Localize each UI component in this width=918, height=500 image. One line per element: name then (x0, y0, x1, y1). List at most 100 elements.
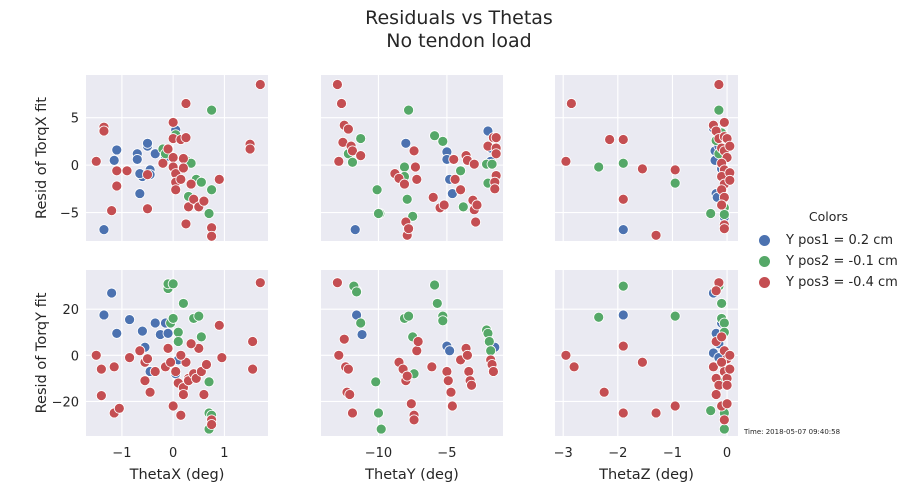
point-pos3-r0c1 (470, 216, 482, 228)
point-pos3-r0c1 (347, 145, 358, 157)
point-pos3-r1c0 (90, 349, 102, 361)
point-pos3-r1c0 (124, 352, 135, 364)
legend-label-pos2: Y pos2 = -0.1 cm (786, 254, 898, 269)
point-pos3-r1c0 (144, 386, 156, 398)
point-pos3-r0c0 (180, 98, 192, 109)
point-pos3-r1c2 (669, 400, 681, 412)
point-pos2-r1c1 (485, 345, 497, 357)
point-pos3-r1c0 (165, 356, 176, 368)
point-pos2-r1c0 (195, 331, 207, 343)
point-pos3-r1c0 (247, 336, 259, 347)
point-pos3-r0c1 (489, 183, 501, 195)
legend-title: Colors (808, 209, 849, 224)
point-pos1-r1c0 (149, 317, 161, 329)
point-pos2-r1c1 (373, 407, 384, 419)
point-pos1-r1c0 (162, 328, 174, 339)
point-pos2-r1c0 (167, 278, 179, 290)
point-pos3-r1c0 (185, 338, 197, 350)
point-pos3-r0c0 (244, 143, 256, 155)
point-pos3-r0c0 (162, 143, 174, 155)
point-pos3-r1c0 (134, 345, 146, 357)
point-pos3-r0c0 (180, 218, 192, 230)
point-pos1-r0c0 (108, 154, 120, 166)
point-pos3-r0c1 (490, 148, 502, 160)
chart-title: Residuals vs Thetas (365, 7, 553, 29)
point-pos3-r1c2 (724, 349, 736, 361)
point-pos2-r0c1 (437, 135, 449, 147)
point-pos3-r1c0 (142, 353, 153, 365)
xtick-label-r1c0: 1 (220, 446, 228, 461)
point-pos3-r0c0 (167, 152, 179, 163)
point-pos3-r0c0 (188, 193, 200, 205)
point-pos3-r1c0 (139, 375, 151, 387)
legend-label-pos1: Y pos1 = 0.2 cm (786, 233, 894, 248)
point-pos2-r0c1 (347, 156, 358, 168)
point-pos3-r0c0 (178, 162, 189, 174)
point-pos2-r0c1 (457, 201, 469, 213)
point-pos1-r0c0 (134, 188, 146, 199)
point-pos2-r0c0 (185, 157, 197, 169)
point-pos2-r0c2 (718, 209, 730, 220)
point-pos1-r0c0 (111, 144, 123, 156)
point-pos3-r1c1 (332, 277, 343, 289)
point-pos2-r1c1 (437, 315, 449, 327)
ytick-label-r1c0: 0 (71, 349, 79, 364)
point-pos3-r0c1 (410, 161, 421, 173)
point-pos3-r0c1 (449, 173, 461, 185)
ytick-label-r0c0: 5 (71, 112, 79, 127)
point-pos3-r0c0 (111, 165, 123, 177)
point-pos3-r1c1 (463, 366, 475, 377)
y-axis-label-r1c0: Resid of TorqY fit (34, 292, 50, 413)
point-pos3-r1c1 (488, 366, 499, 377)
point-pos3-r1c1 (445, 386, 457, 398)
ytick-label-r0c0: −5 (60, 207, 79, 222)
point-pos2-r1c2 (669, 310, 681, 322)
point-pos3-r0c2 (637, 163, 648, 175)
xtick-label-r1c0: 0 (169, 446, 177, 461)
point-pos3-r1c2 (716, 331, 728, 343)
point-pos3-r1c2 (721, 398, 733, 410)
point-pos3-r1c0 (206, 419, 218, 430)
point-pos3-r0c1 (403, 223, 414, 235)
legend-item-pos2: Y pos2 = -0.1 cm (756, 251, 901, 272)
point-pos2-r0c1 (401, 193, 413, 205)
point-pos3-r0c0 (206, 230, 218, 242)
legend: Colors Y pos1 = 0.2 cm Y pos2 = -0.1 cm … (756, 209, 901, 293)
point-pos3-r1c1 (412, 336, 424, 347)
point-pos3-r0c0 (142, 169, 153, 181)
ytick-label-r1c0: 20 (62, 303, 79, 318)
y-axis-label-r0c0: Resid of TorqX fit (34, 97, 50, 219)
point-pos2-r1c0 (172, 326, 184, 338)
point-pos3-r1c0 (108, 361, 120, 373)
xtick-label-r1c0: −1 (112, 446, 131, 461)
point-pos2-r1c1 (355, 317, 367, 329)
point-pos3-r0c1 (355, 150, 367, 162)
point-pos2-r1c1 (351, 286, 362, 298)
point-pos3-r0c1 (448, 154, 460, 165)
point-pos3-r1c0 (175, 349, 187, 361)
point-pos3-r1c2 (617, 407, 629, 419)
point-pos3-r1c0 (254, 277, 266, 289)
point-pos2-r1c2 (617, 280, 629, 292)
point-pos3-r0c0 (185, 178, 197, 190)
point-pos3-r1c1 (344, 389, 356, 400)
point-pos3-r0c2 (617, 193, 629, 205)
point-pos1-r0c0 (142, 137, 153, 149)
point-pos2-r0c1 (373, 208, 384, 219)
point-pos1-r0c1 (400, 137, 412, 149)
point-pos3-r0c1 (438, 199, 450, 211)
point-pos3-r1c2 (617, 340, 629, 352)
point-pos3-r1c0 (175, 409, 187, 421)
point-pos2-r0c2 (617, 157, 629, 169)
point-pos3-r1c2 (716, 356, 728, 368)
point-pos3-r1c2 (560, 349, 572, 361)
xtick-label-r1c2: 0 (723, 446, 731, 461)
point-pos3-r0c2 (713, 79, 725, 90)
point-pos3-r1c1 (342, 363, 354, 375)
xtick-label-r1c2: −1 (663, 446, 682, 461)
point-pos3-r0c1 (399, 178, 410, 190)
x-axis-label-r1c2: ThetaZ (deg) (598, 467, 694, 483)
point-pos2-r1c1 (375, 423, 387, 435)
legend-item-pos3: Y pos3 = -0.4 cm (756, 272, 901, 293)
